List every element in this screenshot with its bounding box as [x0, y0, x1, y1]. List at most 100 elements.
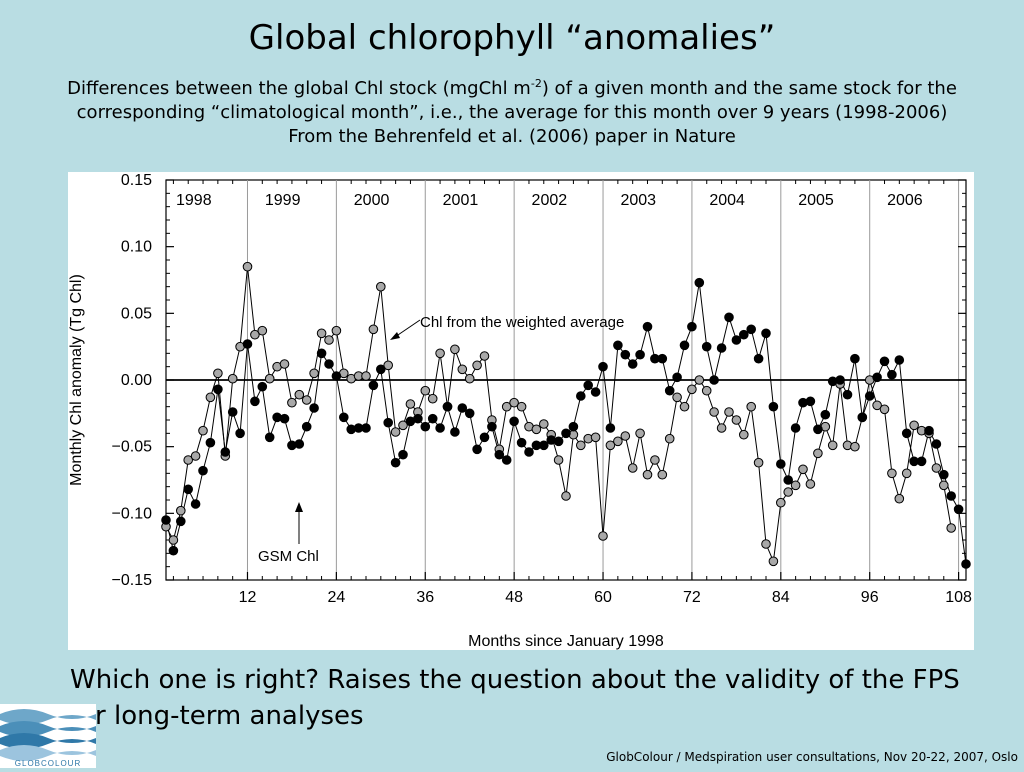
data-point-weighted: [642, 469, 653, 480]
data-point-weighted: [753, 457, 764, 468]
data-point-weighted: [213, 368, 223, 379]
data-point-weighted: [398, 420, 408, 431]
data-point-weighted: [701, 385, 712, 396]
data-point-weighted: [790, 480, 801, 491]
data-point-weighted: [827, 440, 838, 451]
data-point-weighted: [939, 480, 949, 491]
data-point-gsm: [590, 387, 601, 397]
data-point-gsm: [716, 343, 727, 353]
data-point-gsm: [953, 504, 964, 515]
data-point-gsm: [946, 491, 957, 501]
data-point-gsm: [390, 457, 401, 468]
subtitle-text-b: ) of a given month and the same stock fo…: [541, 78, 957, 99]
data-point-weighted: [472, 360, 482, 371]
data-point-weighted: [376, 281, 386, 292]
data-point-gsm: [731, 335, 742, 345]
data-point-weighted: [539, 419, 549, 429]
data-point-weighted: [798, 464, 808, 475]
data-point-gsm: [679, 340, 690, 351]
data-point-gsm: [279, 413, 290, 424]
subtitle-text-a: Differences between the global Chl stock…: [67, 78, 531, 99]
data-point-weighted: [450, 344, 460, 355]
data-point-gsm: [539, 440, 549, 451]
data-point-gsm: [724, 312, 734, 323]
data-point-weighted: [405, 399, 416, 409]
data-point-weighted: [390, 427, 401, 437]
data-point-weighted: [768, 556, 779, 567]
data-point-weighted: [331, 325, 342, 336]
data-point-gsm: [457, 403, 468, 413]
data-point-weighted: [850, 441, 860, 452]
y-tick-label: 0.10: [121, 239, 152, 256]
data-point-weighted: [761, 539, 771, 549]
data-point-gsm: [479, 432, 490, 443]
data-point-weighted: [242, 261, 253, 272]
data-point-gsm: [472, 444, 482, 455]
data-point-gsm: [576, 391, 586, 401]
data-point-gsm: [746, 324, 757, 335]
x-tick-label: 72: [683, 589, 701, 606]
data-point-gsm: [939, 469, 949, 480]
data-point-gsm: [198, 465, 208, 476]
data-point-gsm: [442, 401, 453, 412]
data-point-gsm: [316, 348, 327, 359]
year-label: 2000: [354, 192, 390, 209]
data-point-gsm: [242, 339, 253, 349]
data-point-gsm: [887, 369, 897, 380]
y-tick-label: 0.05: [121, 305, 152, 322]
data-point-gsm: [450, 427, 460, 437]
data-point-gsm: [324, 359, 334, 369]
data-point-weighted: [435, 348, 445, 359]
data-point-gsm: [294, 439, 305, 449]
data-point-gsm: [850, 353, 860, 364]
data-point-gsm: [376, 364, 386, 375]
data-point-gsm: [435, 423, 445, 433]
data-point-weighted: [716, 423, 727, 433]
data-point-weighted: [294, 389, 305, 400]
data-point-weighted: [279, 359, 290, 369]
data-point-gsm: [657, 353, 668, 364]
data-point-weighted: [887, 468, 897, 479]
data-point-gsm: [420, 421, 431, 432]
y-axis-label: Monthly Chl anomaly (Tg Chl): [68, 274, 85, 486]
year-label: 2004: [709, 192, 745, 209]
data-point-gsm: [761, 328, 771, 339]
data-point-gsm: [227, 407, 238, 417]
data-point-weighted: [635, 428, 645, 439]
data-point-weighted: [620, 431, 631, 441]
data-point-gsm: [213, 384, 223, 395]
data-point-weighted: [709, 407, 719, 417]
x-tick-label: 96: [861, 589, 879, 606]
data-point-weighted: [361, 371, 371, 381]
year-label: 1999: [265, 192, 301, 209]
data-point-weighted: [687, 384, 697, 395]
year-label: 2001: [443, 192, 479, 209]
data-point-gsm: [664, 385, 675, 396]
data-point-weighted: [776, 497, 786, 508]
footer-text: GlobColour / Medspiration user consultat…: [606, 750, 1018, 764]
data-point-weighted: [724, 407, 734, 417]
data-point-gsm: [487, 421, 497, 432]
data-point-gsm: [879, 356, 890, 367]
data-point-weighted: [516, 401, 527, 412]
data-point-gsm: [805, 396, 816, 407]
data-point-weighted: [650, 455, 660, 465]
x-tick-label: 84: [772, 589, 790, 606]
data-point-gsm: [783, 475, 794, 485]
year-label: 2005: [798, 192, 834, 209]
data-point-weighted: [879, 404, 890, 415]
data-point-gsm: [753, 353, 764, 364]
data-point-weighted: [420, 385, 431, 396]
data-point-gsm: [568, 421, 579, 432]
subtitle-superscript: -2: [530, 77, 542, 90]
data-point-weighted: [783, 487, 794, 497]
data-point-weighted: [205, 392, 216, 403]
y-tick-label: 0.15: [121, 172, 152, 189]
data-point-gsm: [872, 372, 882, 383]
x-tick-label: 48: [505, 589, 523, 606]
year-label: 2002: [532, 192, 568, 209]
year-label: 2003: [620, 192, 656, 209]
data-point-weighted: [316, 328, 327, 339]
data-point-gsm: [701, 341, 712, 352]
data-point-gsm: [916, 456, 927, 467]
